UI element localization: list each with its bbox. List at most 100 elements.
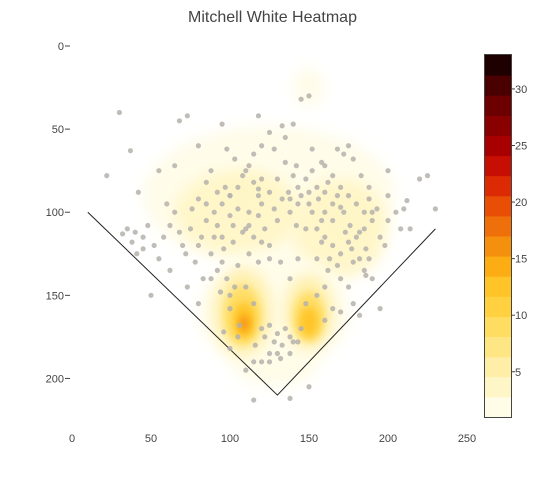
scatter-point [259,176,265,182]
scatter-point [274,350,280,357]
scatter-point [287,209,293,215]
scatter-point [219,234,225,240]
scatter-point [295,184,301,190]
colorbar-segment [485,236,511,257]
scatter-point [235,334,241,340]
scatter-point [287,276,293,282]
field-outline [87,211,436,396]
scatter-point [293,163,299,169]
scatter-point [334,146,341,152]
scatter-point [184,284,190,290]
colorbar-segment [485,55,511,76]
colorbar-segment [485,135,511,157]
scatter-point [366,256,372,262]
scatter-point [322,234,328,240]
x-tick-label: 250 [458,433,476,445]
x-tick-label: 200 [379,433,397,445]
scatter-point [404,197,410,204]
scatter-point [246,222,252,229]
scatter-point [407,226,413,232]
x-tick-label: 50 [145,433,157,445]
scatter-point [214,222,220,229]
density-layer [143,67,396,387]
scatter-point [314,184,320,190]
scatter-point [161,234,167,240]
scatter-point [255,259,262,265]
scatter-point [306,93,312,99]
scatter-point [350,259,356,265]
scatter-point [189,206,195,212]
scatter-point [350,301,356,307]
scatter-point [361,226,367,232]
scatter-point [176,118,183,124]
scatter-point [290,173,296,179]
scatter-point [259,239,265,245]
colorbar-segment [485,336,511,358]
y-tick-label: 50 [52,124,64,136]
scatter-point [303,176,309,182]
scatter-point [127,148,134,154]
x-tick-label: 150 [300,433,318,445]
scatter-point [282,159,288,165]
scatter-point [326,256,333,262]
scatter-point [385,193,391,199]
scatter-point [285,189,292,195]
scatter-point [287,395,293,401]
scatter-point [271,146,277,152]
x-tick-label: 0 [69,433,75,445]
colorbar-segment [485,115,511,136]
scatter-point [219,201,225,207]
scatter-point [214,189,220,195]
scatter-point [192,259,198,265]
scatter-point [338,251,344,257]
density-blob [323,190,374,251]
scatter-point [341,209,347,215]
scatter-point [246,163,252,169]
scatter-point [246,209,252,215]
scatter-point [338,184,344,190]
scatter-point [377,234,383,240]
scatter-point [298,325,304,332]
scatter-point [266,322,273,328]
scatter-point [259,201,265,207]
scatter-point [221,329,227,335]
scatter-point [224,146,230,152]
scatter-point [322,209,328,215]
scatter-point [221,246,227,252]
scatter-point [243,168,249,174]
colorbar-segment [485,95,511,116]
scatter-point [330,201,336,207]
colorbar-segment [485,396,511,418]
scatter-point [290,339,296,345]
scatter-point [266,189,273,195]
scatter-point [235,184,241,190]
scatter-point [246,251,252,257]
scatter-point [198,234,205,240]
colorbar-segment [485,376,511,398]
scatter-point [211,234,217,240]
scatter-point [374,206,380,212]
scatter-point [298,193,304,199]
chart-title: Mitchell White Heatmap [188,9,357,26]
scatter-point [187,226,194,232]
scatter-point [211,209,217,215]
scatter-point [295,256,301,262]
scatter-point [255,113,262,119]
colorbar-tick-label: 10 [515,310,527,322]
scatter-point [287,196,293,202]
scatter-point [341,151,347,157]
scatter-point [298,96,304,102]
scatter-point [338,309,344,315]
scatter-point [104,173,110,179]
scatter-point [116,109,122,116]
x-axis: 0 50 100 150 200 250 [69,433,476,445]
scatter-point [203,201,209,207]
scatter-point [259,359,265,365]
y-tick-label: 0 [58,41,64,53]
scatter-point [401,206,407,212]
scatter-point [214,267,220,273]
scatter-point [183,251,189,257]
scatter-point [369,217,375,224]
colorbar-segment [485,215,511,237]
